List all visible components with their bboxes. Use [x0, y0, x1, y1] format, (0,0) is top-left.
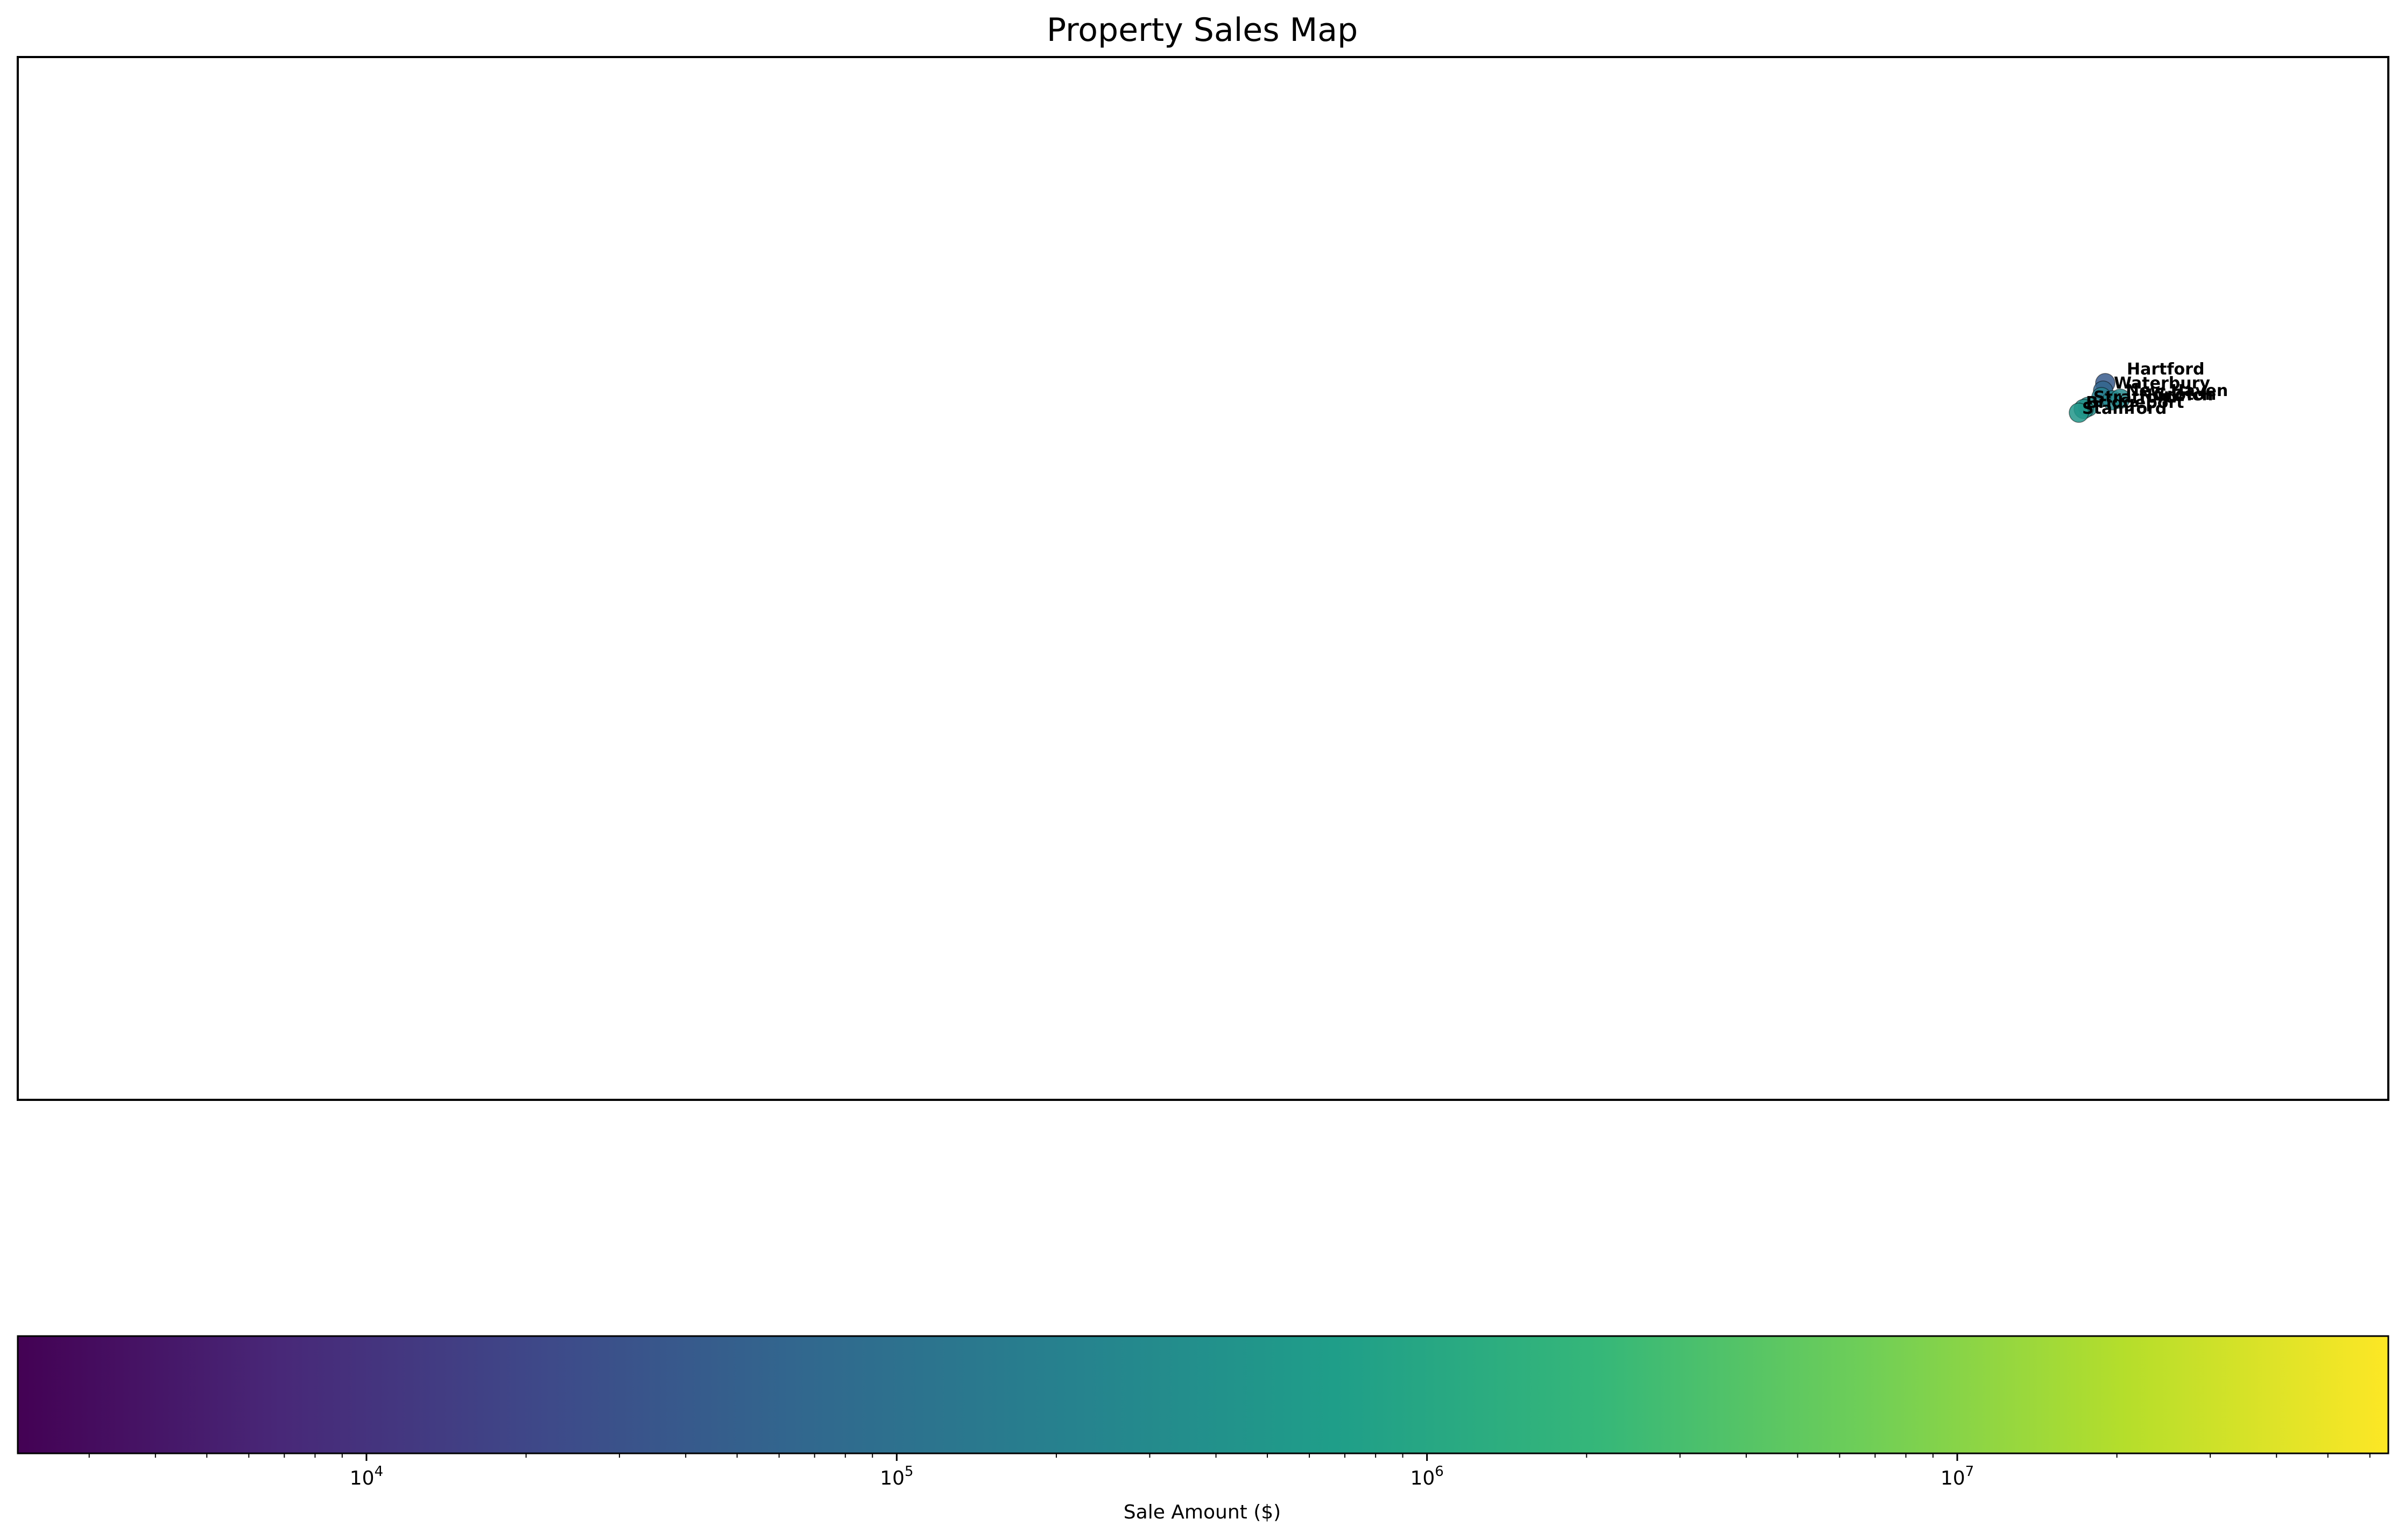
colorbar-ticks: 104 105 106 107 [88, 1453, 2371, 1489]
point-label: Norwich [2139, 386, 2213, 405]
point-label: New Haven [2126, 382, 2228, 400]
colorbar-tick-label: 107 [1941, 1464, 1974, 1489]
scatter-points [2069, 373, 2131, 423]
colorbar-gradient [17, 1335, 2389, 1454]
point-label: Groton [2154, 385, 2216, 404]
colorbar-tick-label: 105 [880, 1464, 913, 1489]
point-label: Stamford [2082, 399, 2167, 418]
point-label: Hartford [2127, 360, 2204, 379]
point-label: Waterbury [2114, 374, 2210, 393]
chart-title: Property Sales Map [1047, 11, 1358, 49]
plot-area-frame [17, 56, 2389, 1101]
colorbar-label: Sale Amount ($) [1124, 1501, 1281, 1523]
data-point [2110, 388, 2131, 409]
data-point [2069, 402, 2089, 423]
point-label: Stratford [2093, 388, 2177, 407]
colorbar: 104 105 106 107 Sale Amount ($) [17, 1335, 2389, 1523]
colorbar-tick-label: 104 [350, 1464, 383, 1489]
colorbar-tick-label: 106 [1410, 1464, 1443, 1489]
point-label: Bridgeport [2086, 393, 2184, 412]
